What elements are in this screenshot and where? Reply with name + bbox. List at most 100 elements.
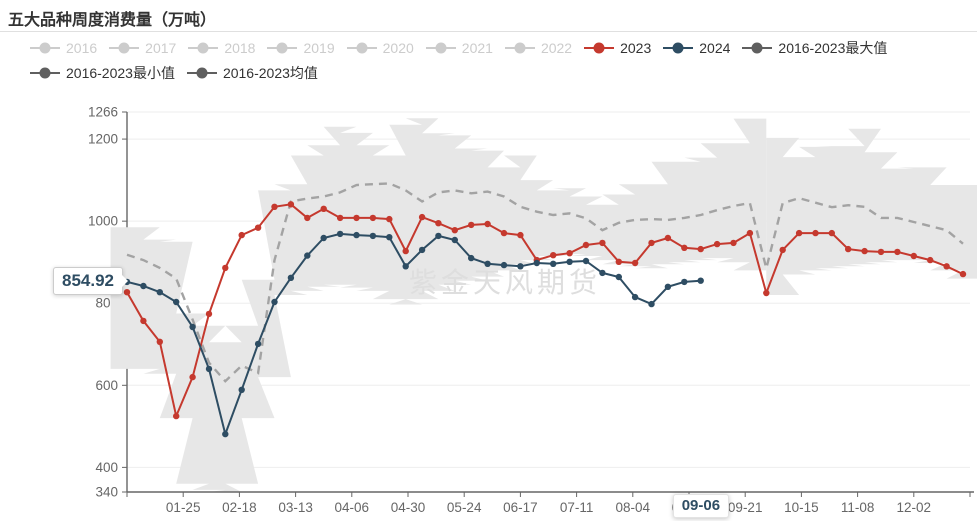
legend-item-2017[interactable]: 2017 (109, 40, 176, 56)
data-point-2023[interactable] (336, 214, 344, 222)
data-point-2023[interactable] (386, 215, 393, 223)
data-point-2024[interactable] (173, 298, 180, 306)
data-point-2024[interactable] (697, 277, 704, 284)
legend-item-2021[interactable]: 2021 (425, 40, 493, 56)
legend-item-2020[interactable]: 2020 (346, 40, 414, 56)
data-point-2023[interactable] (812, 229, 819, 237)
data-point-2024[interactable] (238, 386, 245, 393)
data-point-2024[interactable] (189, 323, 196, 331)
series-line-2023[interactable] (126, 203, 964, 420)
data-point-2024[interactable] (287, 274, 295, 281)
data-point-2023[interactable] (222, 264, 229, 272)
data-point-2023[interactable] (287, 201, 295, 208)
series-line-2016-2023均值[interactable] (126, 182, 964, 383)
data-point-2024[interactable] (500, 261, 508, 269)
data-point-2023[interactable] (140, 317, 147, 325)
data-point-2024[interactable] (484, 260, 491, 267)
data-point-2023[interactable] (927, 256, 934, 264)
legend-item-2018[interactable]: 2018 (188, 40, 255, 56)
data-point-2024[interactable] (402, 263, 409, 270)
data-point-2024[interactable] (222, 430, 229, 438)
data-point-2023[interactable] (238, 231, 245, 239)
legend-item-2016-2023最大值[interactable]: 2016-2023最大值 (742, 38, 887, 58)
data-point-2024[interactable] (353, 231, 360, 239)
data-point-2023[interactable] (435, 220, 442, 227)
data-point-2024[interactable] (599, 269, 606, 277)
data-point-2023[interactable] (402, 247, 409, 255)
data-point-2023[interactable] (123, 289, 131, 296)
data-point-2024[interactable] (418, 246, 426, 254)
data-point-2023[interactable] (615, 258, 622, 265)
data-point-2023[interactable] (582, 241, 590, 249)
legend-item-2023[interactable]: 2023 (584, 40, 651, 56)
data-point-2023[interactable] (189, 373, 196, 381)
legend-item-2022[interactable]: 2022 (504, 40, 572, 56)
series-2023[interactable] (123, 201, 967, 420)
data-point-2024[interactable] (386, 234, 393, 241)
data-point-2023[interactable] (845, 245, 852, 253)
data-point-2024[interactable] (615, 273, 622, 281)
data-point-2024[interactable] (435, 232, 442, 240)
data-point-2023[interactable] (713, 240, 721, 248)
data-point-2024[interactable] (140, 282, 147, 290)
data-point-2024[interactable] (320, 234, 327, 242)
data-point-2023[interactable] (910, 252, 917, 260)
data-point-2024[interactable] (550, 260, 557, 267)
data-point-2024[interactable] (648, 300, 655, 308)
data-point-2023[interactable] (763, 289, 770, 297)
data-point-2024[interactable] (681, 278, 688, 286)
data-point-2023[interactable] (894, 248, 901, 256)
legend-item-2016[interactable]: 2016 (30, 40, 97, 56)
data-point-2023[interactable] (173, 412, 180, 420)
data-point-2023[interactable] (779, 246, 786, 254)
data-point-2023[interactable] (566, 250, 573, 257)
data-point-2024[interactable] (156, 289, 163, 296)
data-point-2023[interactable] (550, 252, 557, 259)
data-point-2024[interactable] (664, 283, 672, 290)
data-point-2023[interactable] (828, 229, 835, 237)
data-point-2024[interactable] (254, 340, 262, 348)
data-point-2023[interactable] (353, 214, 360, 222)
data-point-2023[interactable] (468, 221, 475, 229)
data-point-2023[interactable] (599, 239, 606, 247)
legend-item-2016-2023最小值[interactable]: 2016-2023最小值 (30, 63, 175, 83)
data-point-2023[interactable] (271, 203, 278, 210)
series-2016-2023均值[interactable] (126, 182, 964, 383)
data-point-2023[interactable] (795, 229, 803, 237)
data-point-2023[interactable] (877, 248, 885, 256)
data-point-2023[interactable] (730, 239, 737, 247)
data-point-2023[interactable] (517, 231, 524, 239)
data-point-2023[interactable] (500, 229, 508, 237)
data-point-2023[interactable] (664, 234, 672, 242)
data-point-2024[interactable] (205, 365, 213, 373)
data-point-2023[interactable] (205, 310, 213, 318)
data-point-2024[interactable] (369, 232, 377, 240)
data-point-2024[interactable] (533, 259, 540, 267)
data-point-2023[interactable] (959, 270, 967, 278)
data-point-2023[interactable] (484, 220, 491, 228)
data-point-2023[interactable] (681, 244, 688, 251)
data-point-2023[interactable] (697, 245, 704, 253)
data-point-2023[interactable] (254, 224, 262, 231)
data-point-2024[interactable] (631, 293, 639, 301)
data-point-2023[interactable] (943, 263, 950, 270)
data-point-2023[interactable] (746, 229, 754, 237)
data-point-2023[interactable] (320, 205, 327, 212)
data-point-2024[interactable] (304, 252, 311, 259)
data-point-2023[interactable] (418, 213, 426, 221)
data-point-2024[interactable] (582, 257, 590, 265)
legend-item-2024[interactable]: 2024 (663, 40, 730, 56)
data-point-2023[interactable] (451, 227, 458, 234)
legend-item-2019[interactable]: 2019 (267, 40, 335, 56)
data-point-2024[interactable] (451, 236, 458, 244)
data-point-2024[interactable] (271, 298, 278, 306)
data-point-2024[interactable] (468, 254, 475, 262)
data-point-2023[interactable] (156, 338, 163, 345)
data-point-2023[interactable] (369, 214, 377, 222)
data-point-2024[interactable] (336, 230, 344, 238)
data-point-2024[interactable] (566, 258, 573, 265)
data-point-2023[interactable] (861, 247, 868, 255)
data-point-2023[interactable] (631, 259, 639, 267)
data-point-2023[interactable] (648, 239, 655, 247)
